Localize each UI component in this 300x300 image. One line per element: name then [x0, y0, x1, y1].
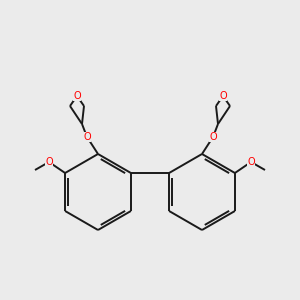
Text: O: O — [45, 157, 53, 167]
Text: O: O — [219, 91, 227, 101]
Text: O: O — [83, 132, 91, 142]
Text: O: O — [247, 157, 255, 167]
Text: O: O — [73, 91, 81, 101]
Text: O: O — [209, 132, 217, 142]
